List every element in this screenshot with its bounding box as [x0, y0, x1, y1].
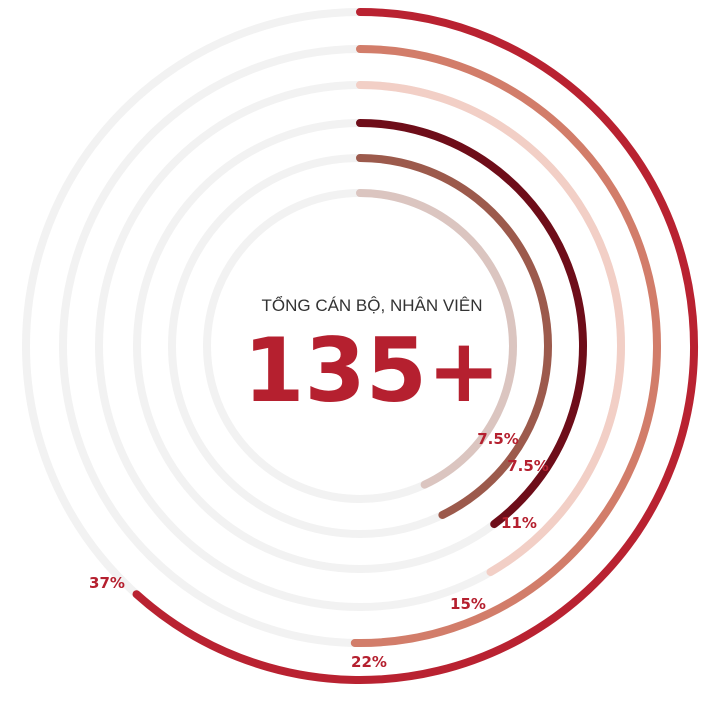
- ring-labels: 37% 22% 15% 11% 7.5% 7.5%: [89, 430, 549, 671]
- ring-label-3: 15%: [450, 595, 486, 613]
- ring-label-2: 22%: [351, 653, 387, 671]
- ring-label-6: 7.5%: [477, 430, 519, 448]
- center-label: TỔNG CÁN BỘ, NHÂN VIÊN: [261, 296, 482, 315]
- ring-arc-6: [356, 189, 517, 489]
- ring-label-5: 7.5%: [507, 457, 549, 475]
- ring-arc-2: [350, 45, 661, 647]
- ring-arc-1: [132, 8, 698, 684]
- center-value: 135+: [243, 319, 500, 422]
- ring-label-4: 11%: [501, 514, 537, 532]
- ring-label-1: 37%: [89, 574, 125, 592]
- ring-arc-4: [356, 119, 587, 529]
- ring-arc-5: [356, 154, 552, 519]
- ring-arcs: [132, 8, 698, 684]
- ring-arc-3: [356, 81, 625, 577]
